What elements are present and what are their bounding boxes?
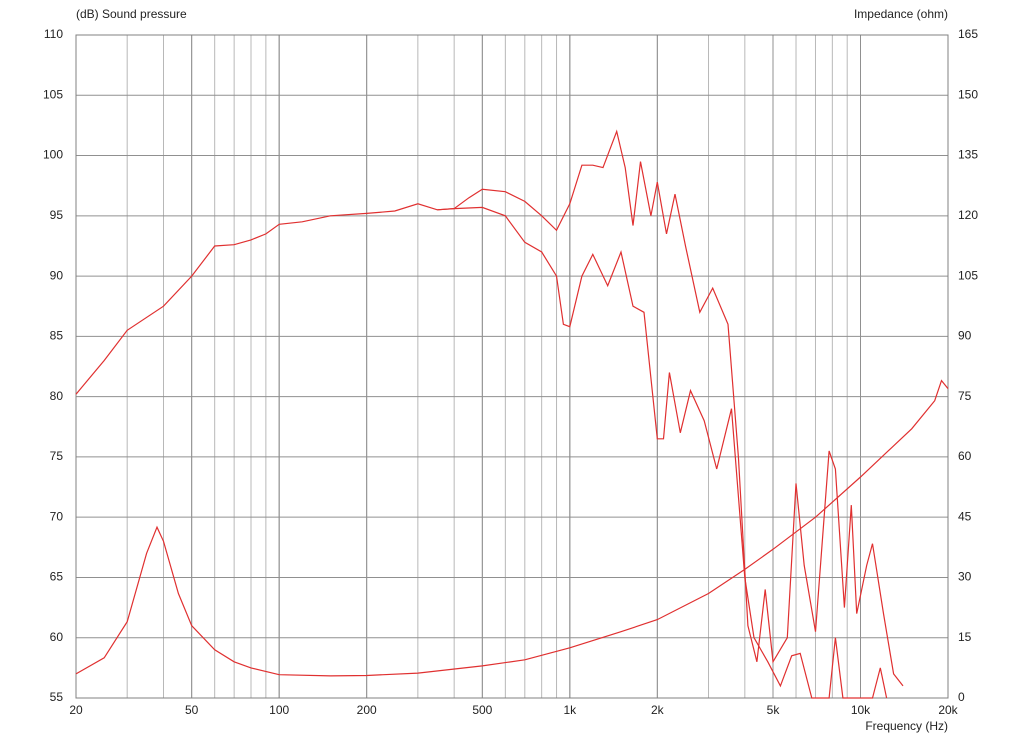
series-line [75, 379, 949, 677]
x-tick-label: 10k [851, 703, 871, 717]
y-tick-label: 80 [50, 389, 64, 403]
y-tick-label: 55 [50, 690, 64, 704]
y2-axis-label: Impedance (ohm) [854, 7, 948, 21]
x-tick-label: 200 [357, 703, 377, 717]
y-tick-label: 65 [50, 570, 64, 584]
x-tick-label: 20 [69, 703, 83, 717]
y2-tick-label: 0 [958, 690, 965, 704]
y-tick-label: 60 [50, 630, 64, 644]
y2-tick-label: 165 [958, 27, 978, 41]
y2-tick-label: 75 [958, 389, 972, 403]
y-tick-label: 70 [50, 509, 64, 523]
y-tick-label: 95 [50, 208, 64, 222]
x-tick-label: 50 [185, 703, 199, 717]
y-tick-label: 105 [43, 87, 63, 101]
y2-tick-label: 120 [958, 208, 978, 222]
y2-tick-label: 30 [958, 570, 972, 584]
y2-tick-label: 60 [958, 449, 972, 463]
x-tick-label: 2k [651, 703, 665, 717]
y-tick-label: 75 [50, 449, 64, 463]
y-axis-label: (dB) Sound pressure [76, 7, 187, 21]
series-line [75, 129, 904, 687]
plot-frame [75, 34, 949, 699]
series-line [437, 206, 888, 699]
y2-tick-label: 105 [958, 268, 978, 282]
x-tick-label: 100 [269, 703, 289, 717]
x-tick-label: 500 [472, 703, 492, 717]
y-tick-label: 85 [50, 329, 64, 343]
x-axis-label: Frequency (Hz) [865, 719, 948, 733]
y2-tick-label: 150 [958, 87, 978, 101]
y2-tick-label: 45 [958, 509, 972, 523]
y2-tick-label: 90 [958, 329, 972, 343]
y2-tick-label: 135 [958, 148, 978, 162]
x-tick-label: 5k [767, 703, 781, 717]
y-tick-label: 90 [50, 268, 64, 282]
x-tick-label: 20k [938, 703, 958, 717]
y2-tick-label: 15 [958, 630, 972, 644]
y-tick-label: 100 [43, 148, 63, 162]
y-tick-label: 110 [44, 27, 63, 41]
x-tick-label: 1k [563, 703, 577, 717]
